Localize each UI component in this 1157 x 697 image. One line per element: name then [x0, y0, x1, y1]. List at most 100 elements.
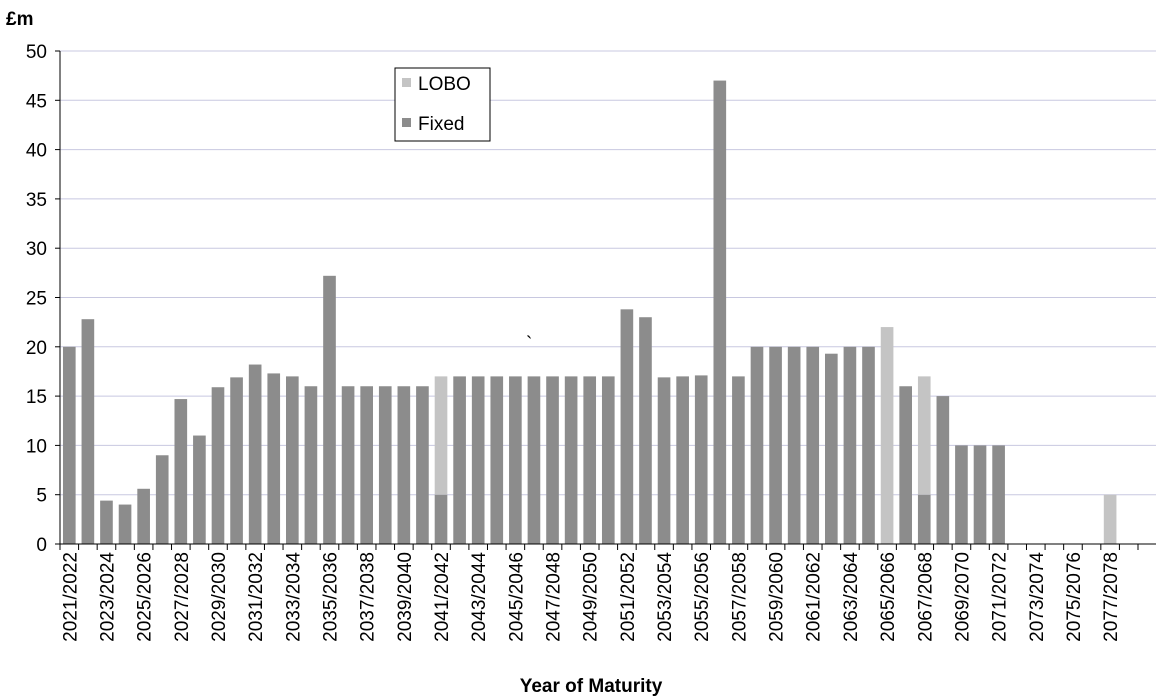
bar-fixed-2059/2060: [769, 346, 782, 544]
x-tick-label-2045/2046: 2045/2046: [506, 552, 527, 642]
x-tick-label-2025/2026: 2025/2026: [135, 552, 156, 642]
bar-fixed-2040/2041: [416, 386, 429, 544]
bar-fixed-2023/2024: [100, 500, 113, 544]
bar-lobo-2041/2042: [434, 376, 448, 495]
bar-fixed-2028/2029: [193, 435, 206, 544]
x-tick-label-2033/2034: 2033/2034: [283, 552, 304, 642]
bar-fixed-2047/2048: [546, 376, 559, 544]
bar-fixed-2058/2059: [750, 346, 764, 544]
y-axis-unit-label: £m: [6, 9, 33, 30]
bar-fixed-2067/2068: [917, 494, 931, 544]
x-tick-label-2053/2054: 2053/2054: [655, 552, 676, 642]
bar-fixed-2050/2051: [601, 376, 615, 544]
x-tick-label-2051/2052: 2051/2052: [618, 552, 639, 642]
stray-annotation: `: [526, 334, 532, 355]
x-tick-label-2035/2036: 2035/2036: [321, 552, 342, 642]
y-tick-label-30: 30: [26, 239, 47, 260]
legend-label-fixed: Fixed: [418, 114, 464, 135]
bar-fixed-2070/2071: [973, 445, 987, 544]
bar-fixed-2069/2070: [955, 445, 968, 544]
bar-fixed-2032/2033: [267, 373, 281, 544]
bar-fixed-2044/2045: [490, 376, 504, 544]
bar-fixed-2026/2027: [155, 455, 169, 544]
x-tick-label-2075/2076: 2075/2076: [1064, 552, 1085, 642]
x-tick-label-2073/2074: 2073/2074: [1027, 552, 1048, 642]
x-tick-label-2039/2040: 2039/2040: [395, 552, 416, 642]
bar-fixed-2071/2072: [992, 445, 1005, 544]
x-tick-label-2055/2056: 2055/2056: [692, 552, 713, 642]
x-axis-ticks: 2021/2022 2023/2024 2025/2026 2027/2028 2029…: [59, 544, 1139, 642]
x-tick-label-2061/2062: 2061/2062: [804, 552, 825, 642]
x-tick-label-2023/2024: 2023/2024: [97, 552, 118, 642]
bar-fixed-2051/2052: [620, 309, 634, 544]
bar-fixed-2064/2065: [862, 346, 875, 544]
legend: LOBO Fixed: [394, 67, 491, 142]
x-tick-label-2041/2042: 2041/2042: [432, 552, 453, 642]
y-tick-label-10: 10: [26, 436, 47, 457]
x-tick-label-2043/2044: 2043/2044: [469, 552, 490, 642]
bar-fixed-2056/2057: [713, 80, 727, 544]
bar-fixed-2045/2046: [509, 376, 522, 544]
x-tick-label-2063/2064: 2063/2064: [841, 552, 862, 642]
bar-fixed-2030/2031: [230, 377, 243, 544]
bar-fixed-2053/2054: [657, 377, 671, 544]
bar-fixed-2060/2061: [787, 346, 801, 544]
y-tick-label-5: 5: [36, 486, 47, 507]
bar-fixed-2052/2053: [639, 317, 652, 544]
x-tick-label-2047/2048: 2047/2048: [544, 552, 565, 642]
legend-swatch-lobo: [402, 78, 411, 87]
axes: [59, 51, 1156, 545]
bar-fixed-2048/2049: [564, 376, 578, 544]
x-tick-label-2057/2058: 2057/2058: [729, 552, 750, 642]
bar-fixed-2049/2050: [583, 376, 597, 544]
bar-fixed-2063/2064: [843, 346, 857, 544]
bar-lobo-2065/2066: [880, 327, 894, 544]
bar-fixed-2033/2034: [286, 376, 299, 544]
bar-fixed-2037/2038: [360, 386, 373, 544]
x-tick-label-2049/2050: 2049/2050: [581, 552, 602, 642]
x-tick-label-2021/2022: 2021/2022: [60, 552, 81, 642]
y-tick-label-0: 0: [36, 535, 47, 556]
bar-fixed-2066/2067: [899, 386, 912, 544]
x-tick-label-2059/2060: 2059/2060: [767, 552, 788, 642]
bar-fixed-2061/2062: [806, 346, 820, 544]
bar-fixed-2034/2035: [304, 386, 318, 544]
legend-label-lobo: LOBO: [418, 74, 471, 95]
x-tick-label-2031/2032: 2031/2032: [246, 552, 267, 642]
bar-fixed-2039/2040: [397, 386, 411, 544]
bar-fixed-2062/2063: [825, 353, 838, 544]
y-tick-label-40: 40: [26, 141, 47, 162]
x-tick-label-2067/2068: 2067/2068: [915, 552, 936, 642]
x-tick-label-2037/2038: 2037/2038: [358, 552, 379, 642]
bar-lobo-2067/2068: [917, 376, 931, 495]
bar-fixed-2043/2044: [471, 376, 485, 544]
bar-fixed-2054/2055: [676, 376, 689, 544]
bar-fixed-2038/2039: [378, 386, 392, 544]
bar-fixed-2031/2032: [248, 364, 262, 544]
bar-fixed-2022/2023: [81, 319, 95, 544]
x-axis-title: Year of Maturity: [520, 676, 663, 697]
y-tick-label-25: 25: [26, 289, 47, 310]
bar-fixed-2027/2028: [174, 399, 188, 544]
x-tick-label-2071/2072: 2071/2072: [990, 552, 1011, 642]
y-tick-label-20: 20: [26, 338, 47, 359]
bar-fixed-2029/2030: [211, 387, 225, 544]
x-tick-label-2027/2028: 2027/2028: [172, 552, 193, 642]
bar-fixed-2046/2047: [527, 376, 541, 544]
legend-swatch-fixed: [402, 118, 411, 127]
bar-fixed-2042/2043: [453, 376, 466, 544]
bar-fixed-2035/2036: [323, 275, 336, 544]
bar-fixed-2055/2056: [694, 375, 708, 544]
x-tick-label-2029/2030: 2029/2030: [209, 552, 230, 642]
bar-fixed-2068/2069: [936, 396, 950, 544]
y-tick-label-45: 45: [26, 91, 47, 112]
x-tick-label-2069/2070: 2069/2070: [952, 552, 973, 642]
bar-fixed-2021/2022: [62, 346, 76, 544]
y-tick-label-15: 15: [26, 387, 47, 408]
y-tick-label-35: 35: [26, 190, 47, 211]
y-tick-label-50: 50: [26, 42, 47, 63]
bar-lobo-2077/2078: [1103, 494, 1117, 544]
x-tick-label-2077/2078: 2077/2078: [1101, 552, 1122, 642]
bar-fixed-2041/2042: [434, 494, 448, 544]
